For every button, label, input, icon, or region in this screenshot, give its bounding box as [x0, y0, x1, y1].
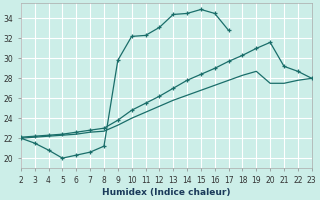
X-axis label: Humidex (Indice chaleur): Humidex (Indice chaleur)	[102, 188, 230, 197]
